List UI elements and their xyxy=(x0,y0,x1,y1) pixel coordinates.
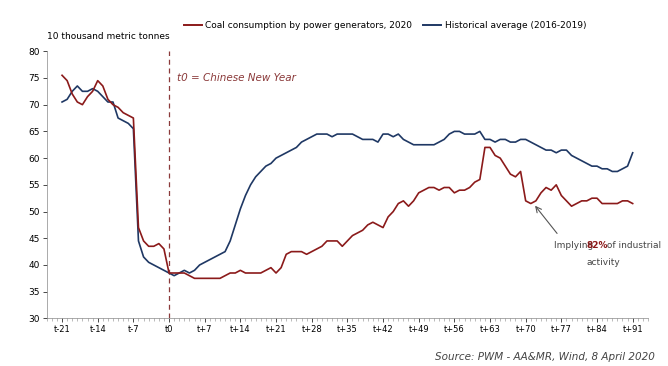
Legend: Coal consumption by power generators, 2020, Historical average (2016-2019): Coal consumption by power generators, 20… xyxy=(184,21,587,30)
Text: Implying: Implying xyxy=(554,241,596,250)
Text: 10 thousand metric tonnes: 10 thousand metric tonnes xyxy=(47,31,170,41)
Text: of industrial: of industrial xyxy=(604,241,661,250)
Text: 82%: 82% xyxy=(587,241,609,250)
Text: Source: PWM - AA&MR, Wind, 8 April 2020: Source: PWM - AA&MR, Wind, 8 April 2020 xyxy=(435,352,655,362)
Text: t0 = Chinese New Year: t0 = Chinese New Year xyxy=(176,72,295,83)
Text: activity: activity xyxy=(587,258,621,267)
